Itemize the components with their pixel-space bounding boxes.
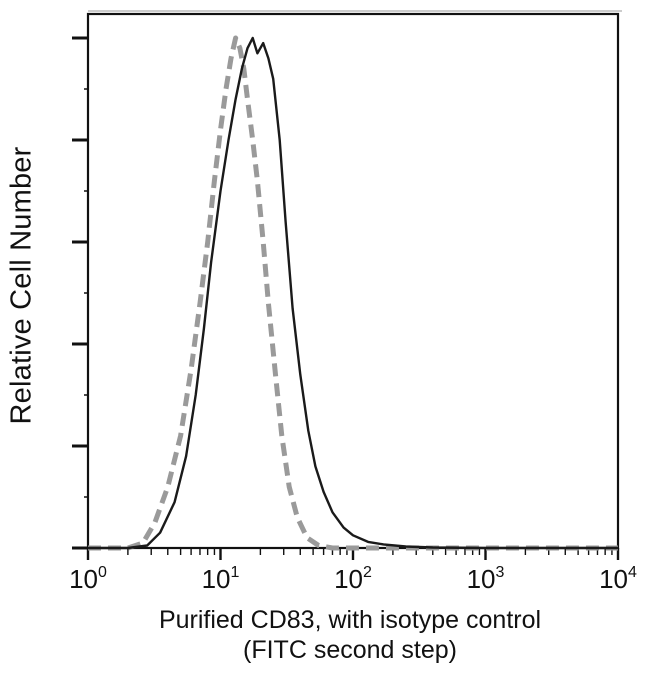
x-axis-label-line-1: Purified CD83, with isotype control xyxy=(158,606,542,634)
series-layer xyxy=(88,35,618,551)
cd83-curve xyxy=(88,36,618,550)
y-axis-ticks xyxy=(72,36,88,550)
x-axis-label-line-2: (FITC second step) xyxy=(243,636,457,664)
x-tick-labels: 100 101 102 103 104 xyxy=(69,564,637,594)
x-tick-label: 102 xyxy=(334,564,372,594)
x-tick-label: 104 xyxy=(599,564,637,594)
isotype-control-curve xyxy=(88,35,618,551)
x-tick-label: 101 xyxy=(202,564,240,594)
y-axis-label-text: Relative Cell Number xyxy=(5,146,38,424)
y-axis-label: Relative Cell Number xyxy=(2,130,42,440)
x-tick-label: 100 xyxy=(69,564,107,594)
x-tick-label: 103 xyxy=(467,564,505,594)
x-axis-label: Purified CD83, with isotype control (FIT… xyxy=(60,605,640,665)
plot-border xyxy=(86,12,620,550)
plot-frame xyxy=(86,10,622,550)
